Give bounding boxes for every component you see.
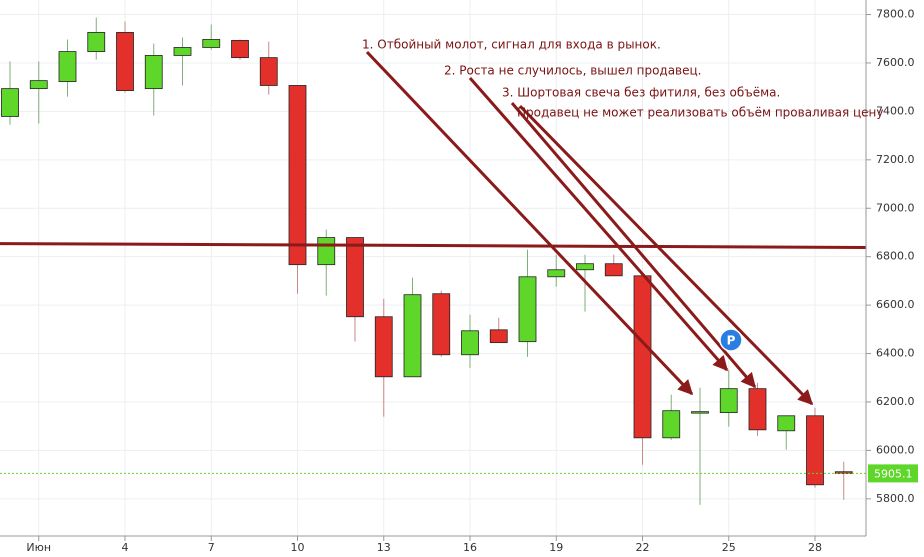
candle-body	[202, 39, 221, 48]
x-tick-label: 4	[122, 541, 129, 554]
candle-body	[374, 316, 393, 378]
candle-body	[489, 329, 508, 344]
candle-body	[748, 388, 767, 431]
candle-body	[116, 32, 134, 91]
candle-body	[432, 293, 451, 356]
candle-body	[346, 237, 364, 318]
candle-body	[144, 55, 163, 90]
y-tick-label: 7000.0	[876, 201, 915, 214]
candle-body	[834, 471, 853, 474]
x-tick-label: 22	[636, 541, 650, 554]
candle-body	[691, 411, 709, 414]
y-tick-label: 6600.0	[876, 298, 915, 311]
arrow	[510, 102, 757, 389]
event-marker-label: P	[727, 334, 736, 348]
y-tick-label: 7800.0	[876, 8, 915, 21]
x-tick-label: 13	[377, 541, 391, 554]
candle-body	[547, 269, 566, 278]
annotation: 1. Отбойный молот, сигнал для входа в ры…	[362, 38, 661, 52]
arrows	[365, 50, 814, 406]
level-line	[0, 242, 866, 249]
candle-body	[58, 51, 77, 83]
arrow	[365, 50, 694, 396]
annotation: 2. Роста не случилось, вышел продавец.	[444, 64, 702, 78]
candle-body	[231, 40, 249, 59]
arrow	[468, 77, 729, 372]
candle-body	[518, 276, 537, 343]
candle-body	[317, 237, 336, 266]
x-tick-label: 19	[549, 541, 563, 554]
candle-body	[662, 410, 681, 439]
x-tick-label: 25	[722, 541, 736, 554]
candle-body	[259, 57, 278, 86]
x-tick-label: 7	[208, 541, 215, 554]
annotation: Продавец не может реализовать объём пров…	[517, 106, 883, 120]
candle-body	[576, 263, 594, 271]
y-tick-label: 7600.0	[876, 56, 915, 69]
candle-body	[173, 47, 192, 56]
y-tick-label: 6000.0	[876, 443, 915, 456]
candle-body	[87, 32, 106, 52]
x-tick-label: 28	[808, 541, 822, 554]
x-tick-label: Июн	[26, 541, 51, 554]
candle-body	[719, 388, 738, 414]
candle-body	[461, 330, 479, 356]
y-tick-label: 5800.0	[876, 492, 915, 505]
candle-body	[403, 294, 422, 378]
annotation: 3. Шортовая свеча без фитиля, без объёма…	[502, 86, 780, 100]
candle-body	[806, 415, 824, 486]
x-tick-label: 10	[291, 541, 305, 554]
y-tick-label: 7200.0	[876, 153, 915, 166]
event-marker[interactable]	[719, 328, 743, 352]
last-price-box	[868, 464, 918, 483]
arrow	[518, 104, 814, 406]
y-tick-label: 6800.0	[876, 250, 915, 263]
candle-body	[1, 88, 19, 117]
last-price-label: 5905.1	[874, 467, 913, 480]
y-tick-label: 6400.0	[876, 347, 915, 360]
y-tick-label: 7400.0	[876, 104, 915, 117]
candle-body	[604, 263, 623, 277]
candle-body	[288, 85, 307, 266]
x-tick-label: 16	[463, 541, 477, 554]
candle-body	[29, 80, 48, 90]
candle-body	[777, 415, 796, 432]
candles	[0, 17, 866, 505]
candle-body	[633, 275, 652, 439]
y-tick-label: 6200.0	[876, 395, 915, 408]
